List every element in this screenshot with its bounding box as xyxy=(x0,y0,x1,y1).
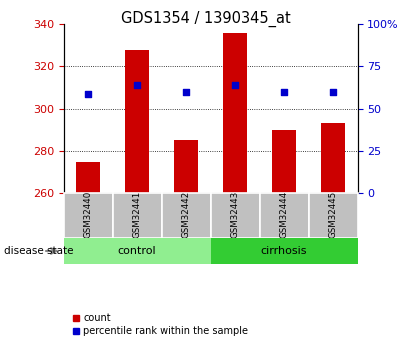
Bar xyxy=(321,124,345,193)
Text: disease state: disease state xyxy=(4,246,74,256)
Bar xyxy=(272,130,296,193)
Point xyxy=(85,91,92,97)
Text: GSM32445: GSM32445 xyxy=(328,191,337,238)
Point xyxy=(183,89,189,95)
Point xyxy=(134,83,141,88)
Bar xyxy=(211,193,260,238)
Bar xyxy=(162,193,211,238)
Point xyxy=(330,89,336,95)
Bar xyxy=(174,140,199,193)
Text: GSM32444: GSM32444 xyxy=(279,191,289,238)
Bar xyxy=(125,49,150,193)
Text: GDS1354 / 1390345_at: GDS1354 / 1390345_at xyxy=(120,10,291,27)
Bar xyxy=(260,193,309,238)
Text: GSM32442: GSM32442 xyxy=(182,191,191,238)
Text: GSM32441: GSM32441 xyxy=(133,191,142,238)
Bar xyxy=(64,193,113,238)
Bar xyxy=(64,238,210,264)
Bar xyxy=(223,32,247,193)
Point xyxy=(281,89,287,95)
Bar xyxy=(211,238,358,264)
Bar xyxy=(76,161,100,193)
Bar xyxy=(309,193,358,238)
Bar xyxy=(113,193,162,238)
Point xyxy=(232,83,238,88)
Text: GSM32440: GSM32440 xyxy=(84,191,93,238)
Text: cirrhosis: cirrhosis xyxy=(261,246,307,256)
Legend: count, percentile rank within the sample: count, percentile rank within the sample xyxy=(69,309,252,340)
Text: GSM32443: GSM32443 xyxy=(231,191,240,238)
Text: control: control xyxy=(118,246,157,256)
